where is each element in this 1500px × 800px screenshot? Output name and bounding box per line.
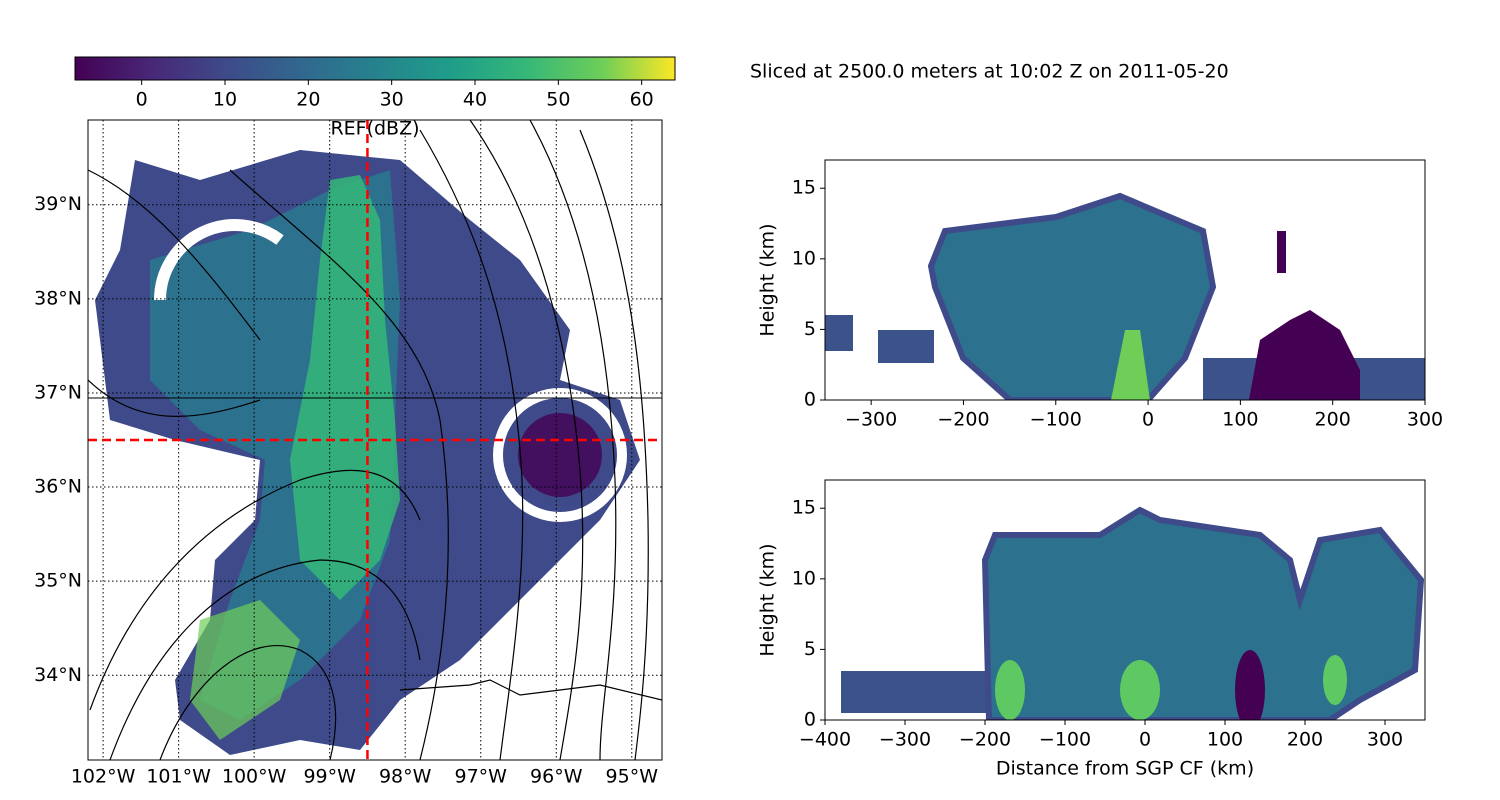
x-tick-label: −200 bbox=[937, 409, 989, 431]
y-tick-label: 10 bbox=[792, 567, 816, 589]
y-tick-label: 15 bbox=[792, 177, 816, 199]
section-image bbox=[841, 506, 1425, 720]
contour bbox=[579, 129, 649, 760]
y-tick-label: 10 bbox=[792, 247, 816, 269]
y-tick-label: 39°N bbox=[34, 193, 82, 215]
contour bbox=[88, 379, 261, 417]
section-image bbox=[825, 192, 1425, 400]
contour bbox=[419, 129, 524, 760]
ring bbox=[154, 219, 284, 301]
y-tick-label: 0 bbox=[804, 709, 816, 731]
x-tick-label: −100 bbox=[1030, 409, 1082, 431]
echo-region bbox=[841, 671, 989, 713]
y-tick-label: 5 bbox=[804, 638, 816, 660]
contour bbox=[469, 120, 584, 760]
colorbar-label: REF(dBZ) bbox=[330, 118, 419, 140]
echo-core bbox=[1120, 660, 1160, 720]
colorbar-tick-label: 60 bbox=[630, 89, 654, 111]
x-tick-label: 101°W bbox=[146, 766, 211, 788]
y-axis-label: Height (km) bbox=[757, 223, 779, 336]
y-tick-label: 37°N bbox=[34, 381, 82, 403]
x-tick-label: −200 bbox=[959, 729, 1011, 751]
colorbar-tick-label: 30 bbox=[380, 89, 404, 111]
x-tick-label: 200 bbox=[1315, 409, 1351, 431]
echo-core bbox=[190, 600, 300, 740]
y-tick-label: 34°N bbox=[34, 664, 82, 686]
echo-region bbox=[1249, 310, 1360, 400]
x-tick-label: −300 bbox=[879, 729, 931, 751]
x-tick-label: −400 bbox=[799, 729, 851, 751]
radar-image bbox=[88, 120, 662, 760]
contour bbox=[88, 169, 261, 341]
colorbar-tick-label: 20 bbox=[296, 89, 320, 111]
x-tick-label: 100 bbox=[1207, 729, 1243, 751]
x-tick-label: 300 bbox=[1407, 409, 1443, 431]
colorbar-tick-label: 50 bbox=[546, 89, 570, 111]
x-tick-label: 300 bbox=[1367, 729, 1403, 751]
y-tick-label: 38°N bbox=[34, 287, 82, 309]
echo-core bbox=[290, 175, 400, 600]
x-tick-label: 95°W bbox=[606, 766, 659, 788]
echo-core bbox=[1323, 655, 1347, 705]
y-tick-label: 36°N bbox=[34, 476, 82, 498]
echo-region bbox=[1235, 650, 1265, 720]
y-tick-label: 35°N bbox=[34, 570, 82, 592]
y-tick-label: 5 bbox=[804, 318, 816, 340]
echo-region bbox=[927, 192, 1217, 400]
x-tick-label: 98°W bbox=[379, 766, 432, 788]
echo-region bbox=[1277, 231, 1286, 273]
colorbar-tick-label: 10 bbox=[213, 89, 237, 111]
x-axis-label: Distance from SGP CF (km) bbox=[996, 758, 1254, 780]
echo-region bbox=[518, 413, 602, 497]
echo-region bbox=[981, 506, 1425, 720]
axes-frame bbox=[824, 159, 1426, 401]
contour bbox=[159, 645, 337, 760]
x-tick-label: 102°W bbox=[71, 766, 136, 788]
y-axis-label: Height (km) bbox=[757, 543, 779, 656]
contour bbox=[229, 169, 449, 760]
contour bbox=[529, 120, 617, 760]
axes-frame bbox=[824, 479, 1426, 721]
echo-core bbox=[1111, 330, 1150, 400]
x-tick-label: 99°W bbox=[303, 766, 356, 788]
state-border bbox=[399, 679, 662, 701]
x-tick-label: 100 bbox=[1222, 409, 1258, 431]
x-tick-label: 200 bbox=[1287, 729, 1323, 751]
colorbar bbox=[74, 56, 676, 81]
x-tick-label: 96°W bbox=[530, 766, 583, 788]
x-tick-label: 97°W bbox=[455, 766, 508, 788]
x-tick-label: 0 bbox=[1142, 409, 1154, 431]
x-tick-label: −300 bbox=[845, 409, 897, 431]
x-tick-label: −100 bbox=[1039, 729, 1091, 751]
echo-region bbox=[878, 330, 934, 363]
y-tick-label: 0 bbox=[804, 389, 816, 411]
contour bbox=[89, 469, 421, 711]
colorbar-tick-label: 40 bbox=[463, 89, 487, 111]
contour bbox=[109, 559, 421, 760]
echo-core bbox=[995, 660, 1025, 720]
x-tick-label: 100°W bbox=[222, 766, 287, 788]
echo-region bbox=[825, 315, 853, 351]
colorbar-tick-label: 0 bbox=[136, 89, 148, 111]
axes-frame bbox=[87, 119, 663, 761]
x-tick-label: 0 bbox=[1139, 729, 1151, 751]
suptitle: Sliced at 2500.0 meters at 10:02 Z on 20… bbox=[750, 61, 1229, 83]
y-tick-label: 15 bbox=[792, 497, 816, 519]
